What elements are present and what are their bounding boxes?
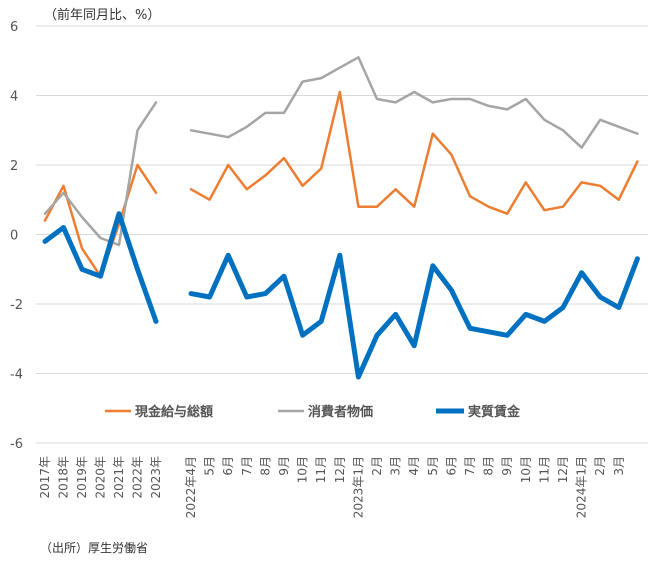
- x-tick-label: 2024年1月: [575, 456, 589, 518]
- y-tick-label: -4: [10, 368, 23, 383]
- x-tick-label: 2019年: [75, 456, 89, 499]
- series-line-real-annual: [42, 211, 159, 324]
- series-line-real-monthly: [188, 252, 640, 380]
- series-line-cpi-monthly: [189, 56, 639, 149]
- x-tick-label: 4月: [407, 456, 421, 476]
- x-tick-label: 7月: [463, 456, 477, 476]
- x-tick-label: 12月: [556, 456, 570, 483]
- legend-label-real: 実質賃金: [468, 404, 521, 420]
- source-note: （出所）厚生労働省: [40, 541, 149, 555]
- x-tick-label: 6月: [444, 456, 458, 476]
- x-tick-label: 10月: [296, 456, 310, 483]
- y-tick-label: 0: [10, 229, 18, 244]
- series-line-cpi-annual: [43, 101, 158, 247]
- x-tick-label: 9月: [277, 456, 291, 476]
- x-tick-label: 2020年: [94, 456, 108, 499]
- x-tick-label: 2018年: [57, 456, 71, 499]
- x-tick-label: 3月: [612, 456, 626, 476]
- x-tick-label: 10月: [519, 456, 533, 483]
- y-tick-label: 4: [10, 90, 18, 105]
- x-tick-label: 2023年1月: [351, 456, 365, 518]
- x-tick-label: 2021年: [112, 456, 126, 499]
- x-tick-label: 2022年: [131, 456, 145, 499]
- x-tick-label: 6月: [221, 456, 235, 476]
- x-tick-label: 5月: [426, 456, 440, 476]
- x-tick-label: 2月: [593, 456, 607, 476]
- x-tick-label: 8月: [258, 456, 272, 476]
- y-tick-label: -6: [10, 437, 23, 452]
- x-tick-label: 2023年: [149, 456, 163, 499]
- legend-label-cpi: 消費者物価: [308, 404, 373, 420]
- x-tick-label: 11月: [314, 456, 328, 483]
- y-tick-label: -2: [10, 298, 23, 313]
- series-line-wages-annual: [43, 163, 158, 278]
- x-tick-label: 7月: [240, 456, 254, 476]
- x-tick-label: 11月: [537, 456, 551, 483]
- y-tick-label: 2: [10, 159, 18, 174]
- x-tick-label: 3月: [389, 456, 403, 476]
- x-tick-label: 2017年: [38, 456, 52, 499]
- legend-label-wages: 現金給与総額: [135, 404, 213, 420]
- x-tick-label: 5月: [203, 456, 217, 476]
- x-tick-label: 2022年4月: [184, 456, 198, 518]
- x-tick-label: 12月: [333, 456, 347, 483]
- x-tick-label: 9月: [500, 456, 514, 476]
- y-axis-unit-label: （前年同月比、%）: [44, 8, 161, 23]
- y-tick-label: 6: [10, 20, 18, 35]
- x-tick-label: 8月: [482, 456, 496, 476]
- series-line-wages-monthly: [189, 90, 639, 215]
- x-tick-label: 2月: [370, 456, 384, 476]
